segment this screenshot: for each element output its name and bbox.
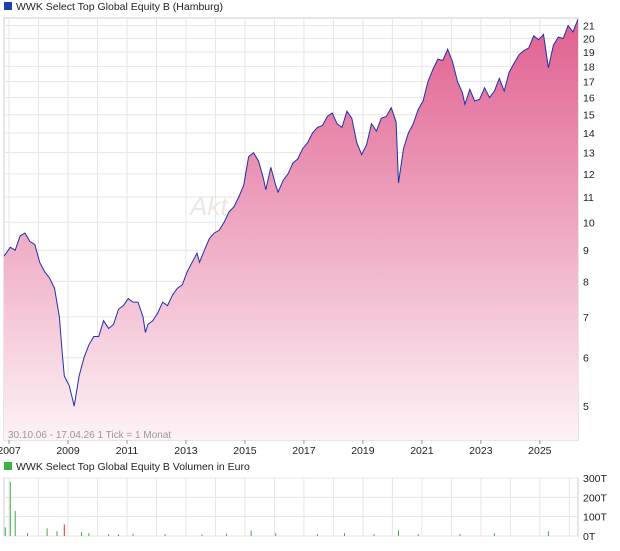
y-tick-label: 17 (583, 77, 595, 89)
x-tick-label: 2007 (0, 445, 21, 457)
y-tick-label: 5 (583, 401, 589, 413)
volume-legend: WWK Select Top Global Equity B Volumen i… (16, 461, 250, 473)
x-tick-label: 2011 (116, 445, 139, 457)
y-tick-label: 19 (583, 47, 595, 59)
x-tick-label: 2025 (528, 445, 552, 457)
volume-legend-swatch (4, 462, 12, 470)
x-tick-label: 2021 (410, 445, 434, 457)
x-tick-label: 2009 (56, 445, 80, 457)
x-tick-label: 2017 (292, 445, 316, 457)
y-tick-label: 15 (583, 110, 595, 122)
y-tick-label: 20 (583, 33, 595, 45)
vol-y-tick-label: 100T (583, 512, 608, 524)
y-tick-label: 13 (583, 148, 595, 160)
volume-bars (4, 481, 549, 536)
price-x-axis: 2007 2009 2011 2013 2015 2017 2019 2021 2023 2025 (0, 440, 552, 457)
volume-y-axis: 300T 200T 100T 0T (583, 473, 608, 543)
y-tick-label: 21 (583, 20, 595, 32)
x-tick-label: 2019 (351, 445, 375, 457)
x-tick-label: 2015 (233, 445, 257, 457)
vol-y-tick-label: 200T (583, 492, 608, 504)
watermark: Akt (188, 191, 229, 221)
vol-y-tick-label: 0T (583, 531, 596, 543)
y-tick-label: 9 (583, 245, 589, 257)
vol-y-tick-label: 300T (583, 473, 608, 485)
y-tick-label: 6 (583, 353, 589, 365)
date-range-info: 30.10.06 - 17.04.26 1 Tick = 1 Monat (8, 430, 171, 441)
volume-grid (4, 477, 578, 537)
y-tick-label: 8 (583, 276, 589, 288)
y-tick-label: 14 (583, 128, 595, 140)
volume-plot-area (3, 477, 579, 537)
price-y-axis: 5 6 7 8 9 10 11 12 13 14 15 16 17 18 19 2021 (583, 20, 595, 413)
price-legend-swatch (4, 2, 12, 10)
x-tick-label: 2023 (469, 445, 493, 457)
x-tick-label: 2013 (174, 445, 198, 457)
y-tick-label: 11 (583, 192, 594, 204)
y-tick-label: 12 (583, 169, 595, 181)
y-tick-label: 7 (583, 312, 589, 324)
y-tick-label: 16 (583, 93, 595, 105)
y-tick-label: 10 (583, 217, 595, 229)
price-area (4, 19, 578, 440)
price-legend: WWK Select Top Global Equity B (Hamburg) (16, 1, 223, 13)
y-tick-label: 18 (583, 61, 595, 73)
price-line (4, 19, 578, 407)
